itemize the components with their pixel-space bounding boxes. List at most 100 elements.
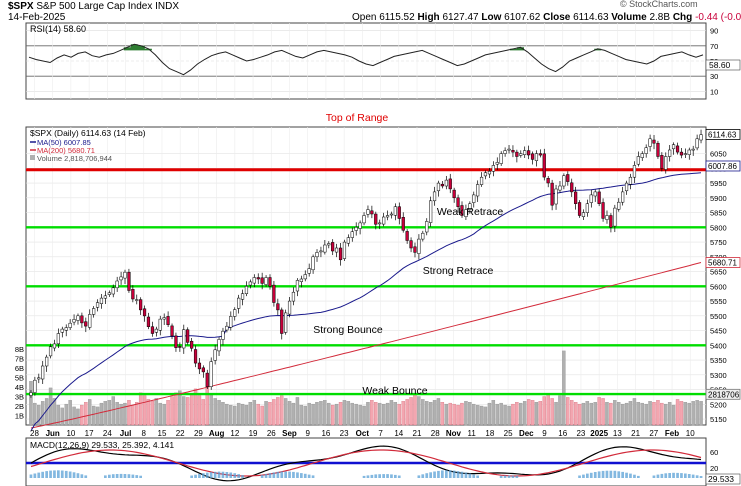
volume-bar [189,393,194,426]
volume-bar [624,402,629,426]
candle-body [268,277,272,287]
macd-hist-bar [131,474,135,478]
volume-bar [699,401,703,426]
candle-body [495,162,499,165]
volume-bar [664,403,668,426]
x-tick-label: 8 [142,429,147,438]
volume-bar [338,402,343,426]
close-value: 6114.63 [573,12,609,23]
candle-body [280,309,284,334]
candle-body [107,292,111,295]
candle-body [287,300,292,315]
macd-hist-bar [421,474,425,478]
volume-bar [127,400,131,426]
candle-body [636,156,640,165]
volume-bar [131,404,135,426]
volume-bar [577,403,582,426]
candle-body [295,280,300,292]
macd-hist-bar [37,472,41,478]
x-tick-label: 24 [103,429,112,438]
macd-hist-bar [378,474,381,478]
x-tick-label: Sep [282,429,297,438]
macd-hist-bar [202,473,205,478]
candle-body [534,153,539,161]
macd-legend: MACD(12,26,9) 29.533, 25.392, 4.141 [30,440,174,450]
volume-bar [84,402,88,426]
candle-body [213,349,217,361]
x-tick-label: Feb [665,429,679,438]
candle-body [515,151,519,157]
annotation-strong-bounce: Strong Bounce [313,324,383,336]
candle-body [668,149,672,157]
macd-hist-bar [41,471,44,478]
volume-bar [248,402,253,426]
volume-bar [362,405,366,426]
volume-bar [158,402,162,426]
macd-hist-bar [370,474,374,478]
volume-bar [667,402,672,426]
x-tick-label: 10 [686,429,695,438]
volume-bar [119,403,123,426]
candle-body [581,212,586,217]
candle-body [346,237,350,244]
x-tick-label: 27 [649,429,658,438]
macd-tick-60: 60 [710,448,718,457]
legend-ma200: MA(200) 5680.71 [37,146,95,155]
volume-bar [550,398,554,426]
candle-body [193,349,198,364]
volume-tick: 6B [15,364,24,373]
candle-body [621,191,625,203]
macd-hist-bar [511,475,515,478]
volume-bar [103,401,108,426]
candle-body [382,216,386,225]
candle-body [374,213,378,225]
macd-hist-bar [68,471,72,478]
high-value: 6127.47 [442,12,479,23]
macd-hist-bar [445,470,448,478]
volume-bar [56,404,61,426]
candle-body [393,206,397,216]
volume-tick: 5B [15,374,24,383]
volume-bar [479,405,484,426]
macd-hist-bar [441,470,444,478]
candle-body [538,153,542,156]
volume-bar [303,405,307,426]
candle-body [479,176,484,185]
macd-hist-bar [601,470,605,478]
candle-body [276,303,280,311]
volume-bar [507,405,511,426]
macd-hist-bar [613,470,617,478]
volume-bar [229,404,233,426]
price-tick: 5900 [710,194,727,203]
candle-body [468,203,472,210]
low-label: Low [481,12,502,23]
volume-bar [64,403,68,426]
candle-body [679,151,684,156]
candle-body [29,392,33,396]
candle-body [589,194,593,203]
volume-bar [546,393,550,426]
volume-bar [162,403,166,426]
macd-hist-bar [668,473,671,478]
candle-body [452,189,456,199]
macd-hist-bar [272,472,276,478]
volume-bar [679,401,684,426]
candle-body [648,138,652,147]
candle-body [546,178,550,184]
volume-bar [436,398,441,426]
ohlc-readout: Open 6115.52 High 6127.47 Low 6107.62 Cl… [352,12,741,23]
candle-body [139,299,143,311]
x-tick-label: Jun [46,429,60,438]
macd-hist-bar [53,470,56,478]
candle-body [154,328,158,333]
volume-bar [221,402,225,426]
candles [29,129,703,398]
x-tick-label: 19 [249,429,258,438]
volume-bar [346,401,351,426]
macd-hist-bar [362,475,366,478]
macd-hist-bar [127,474,131,478]
volume-tick: 4B [15,383,24,392]
x-tick-label: 15 [158,429,167,438]
macd-hist-bar [637,475,640,478]
price-tick: 5850 [710,209,727,218]
